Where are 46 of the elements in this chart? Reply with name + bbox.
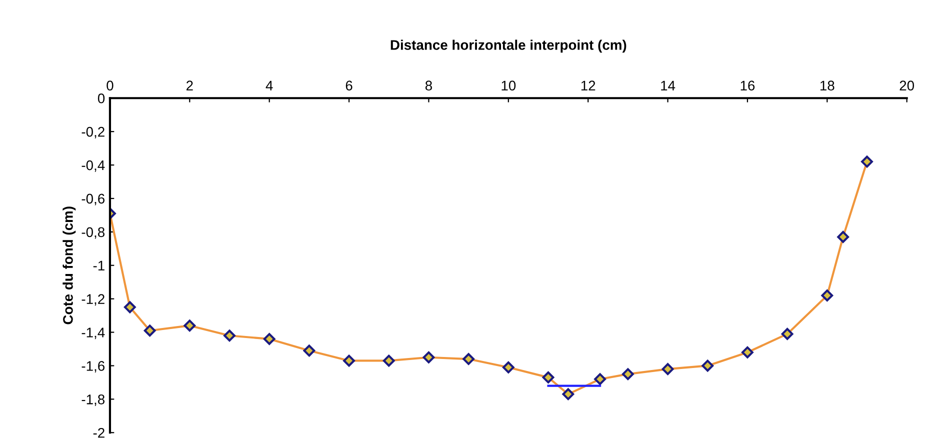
point xyxy=(781,328,794,340)
x-tick-label: 2 xyxy=(186,80,193,90)
x-tick-label: 12 xyxy=(581,80,596,90)
point xyxy=(124,301,136,314)
y-tick-label: -2 xyxy=(93,428,104,438)
y-tick-label: -1,8 xyxy=(82,394,105,406)
point xyxy=(742,346,754,358)
point xyxy=(224,330,236,342)
x-tick-label: 16 xyxy=(740,80,755,91)
point xyxy=(303,344,316,357)
x-tick-label: 6 xyxy=(346,80,352,91)
y-tick-label: -0,2 xyxy=(82,126,104,138)
point xyxy=(662,363,674,376)
point xyxy=(861,156,873,168)
point xyxy=(462,353,475,365)
x-tick-label: 20 xyxy=(900,80,914,91)
x-tick-label: 14 xyxy=(661,80,676,90)
y-tick-label: -1,6 xyxy=(82,361,105,373)
x-tick-label: 4 xyxy=(266,80,273,90)
point xyxy=(343,354,355,367)
point xyxy=(622,368,634,380)
x-tick-label: 0 xyxy=(106,80,114,91)
y-axis-title: Cote du fond (cm) xyxy=(62,206,76,324)
y-tick-label: -0,4 xyxy=(82,160,105,172)
point xyxy=(594,373,606,386)
point xyxy=(542,371,554,384)
y-tick-label: -0,6 xyxy=(82,194,105,206)
point xyxy=(144,324,156,337)
point xyxy=(562,388,574,400)
point xyxy=(422,351,435,364)
x-tick-label: 10 xyxy=(502,80,516,91)
point xyxy=(184,320,196,332)
y-tick-label: -1,2 xyxy=(82,294,104,306)
y-tick-label: 0 xyxy=(98,93,105,104)
y-tick-label: -1,4 xyxy=(82,328,105,340)
point xyxy=(702,360,714,372)
point xyxy=(821,290,834,302)
point xyxy=(263,333,276,345)
x-tick-label: 18 xyxy=(820,80,834,91)
x-tick-label: 8 xyxy=(425,80,432,91)
point xyxy=(382,354,395,367)
point xyxy=(502,361,514,374)
y-tick-label: -1 xyxy=(93,260,104,270)
point xyxy=(837,230,850,243)
x-axis-title: Distance horizontale interpoint (cm) xyxy=(390,40,626,53)
y-tick-label: -0,8 xyxy=(82,227,105,239)
